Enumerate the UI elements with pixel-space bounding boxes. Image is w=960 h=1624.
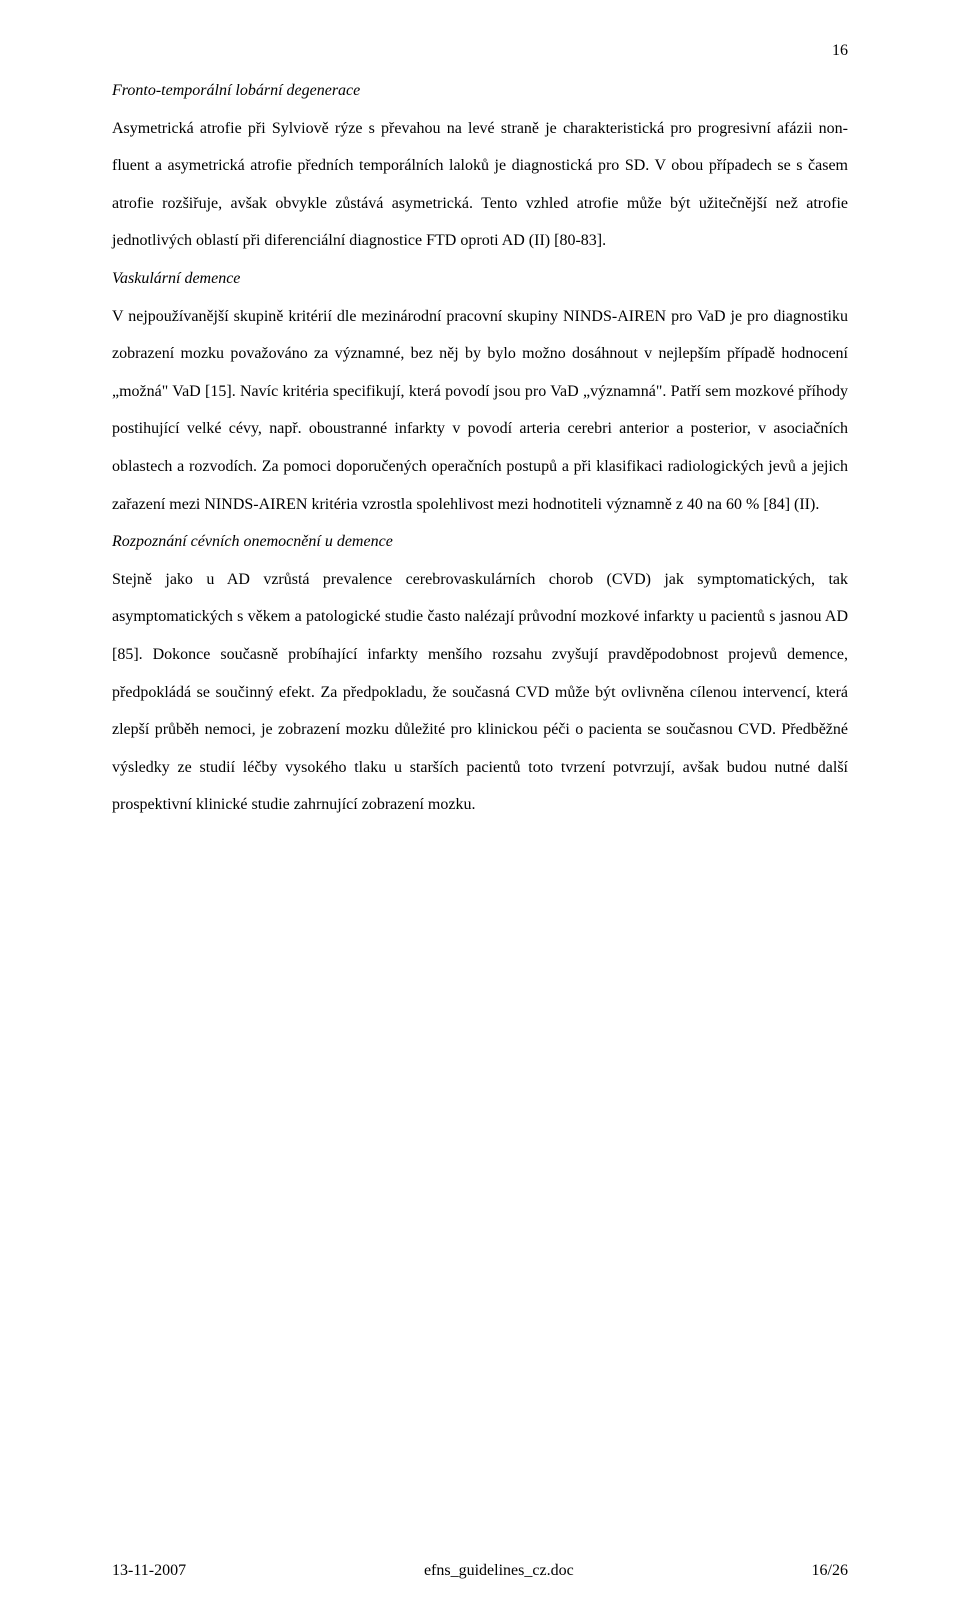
- page-footer: 13-11-2007 efns_guidelines_cz.doc 16/26: [112, 1562, 848, 1580]
- page-content: Fronto-temporální lobární degenerace Asy…: [112, 72, 848, 824]
- footer-page-count: 16/26: [812, 1562, 848, 1580]
- section-heading-ftd: Fronto-temporální lobární degenerace: [112, 72, 848, 110]
- page-number-top: 16: [832, 42, 848, 60]
- section-heading-cvd: Rozpoznání cévních onemocnění u demence: [112, 523, 848, 561]
- section-heading-vad: Vaskulární demence: [112, 260, 848, 298]
- paragraph-vad: V nejpoužívanější skupině kritérií dle m…: [112, 298, 848, 524]
- paragraph-cvd: Stejně jako u AD vzrůstá prevalence cere…: [112, 561, 848, 824]
- footer-filename: efns_guidelines_cz.doc: [424, 1562, 574, 1580]
- footer-date: 13-11-2007: [112, 1562, 186, 1580]
- paragraph-ftd: Asymetrická atrofie při Sylviově rýze s …: [112, 110, 848, 260]
